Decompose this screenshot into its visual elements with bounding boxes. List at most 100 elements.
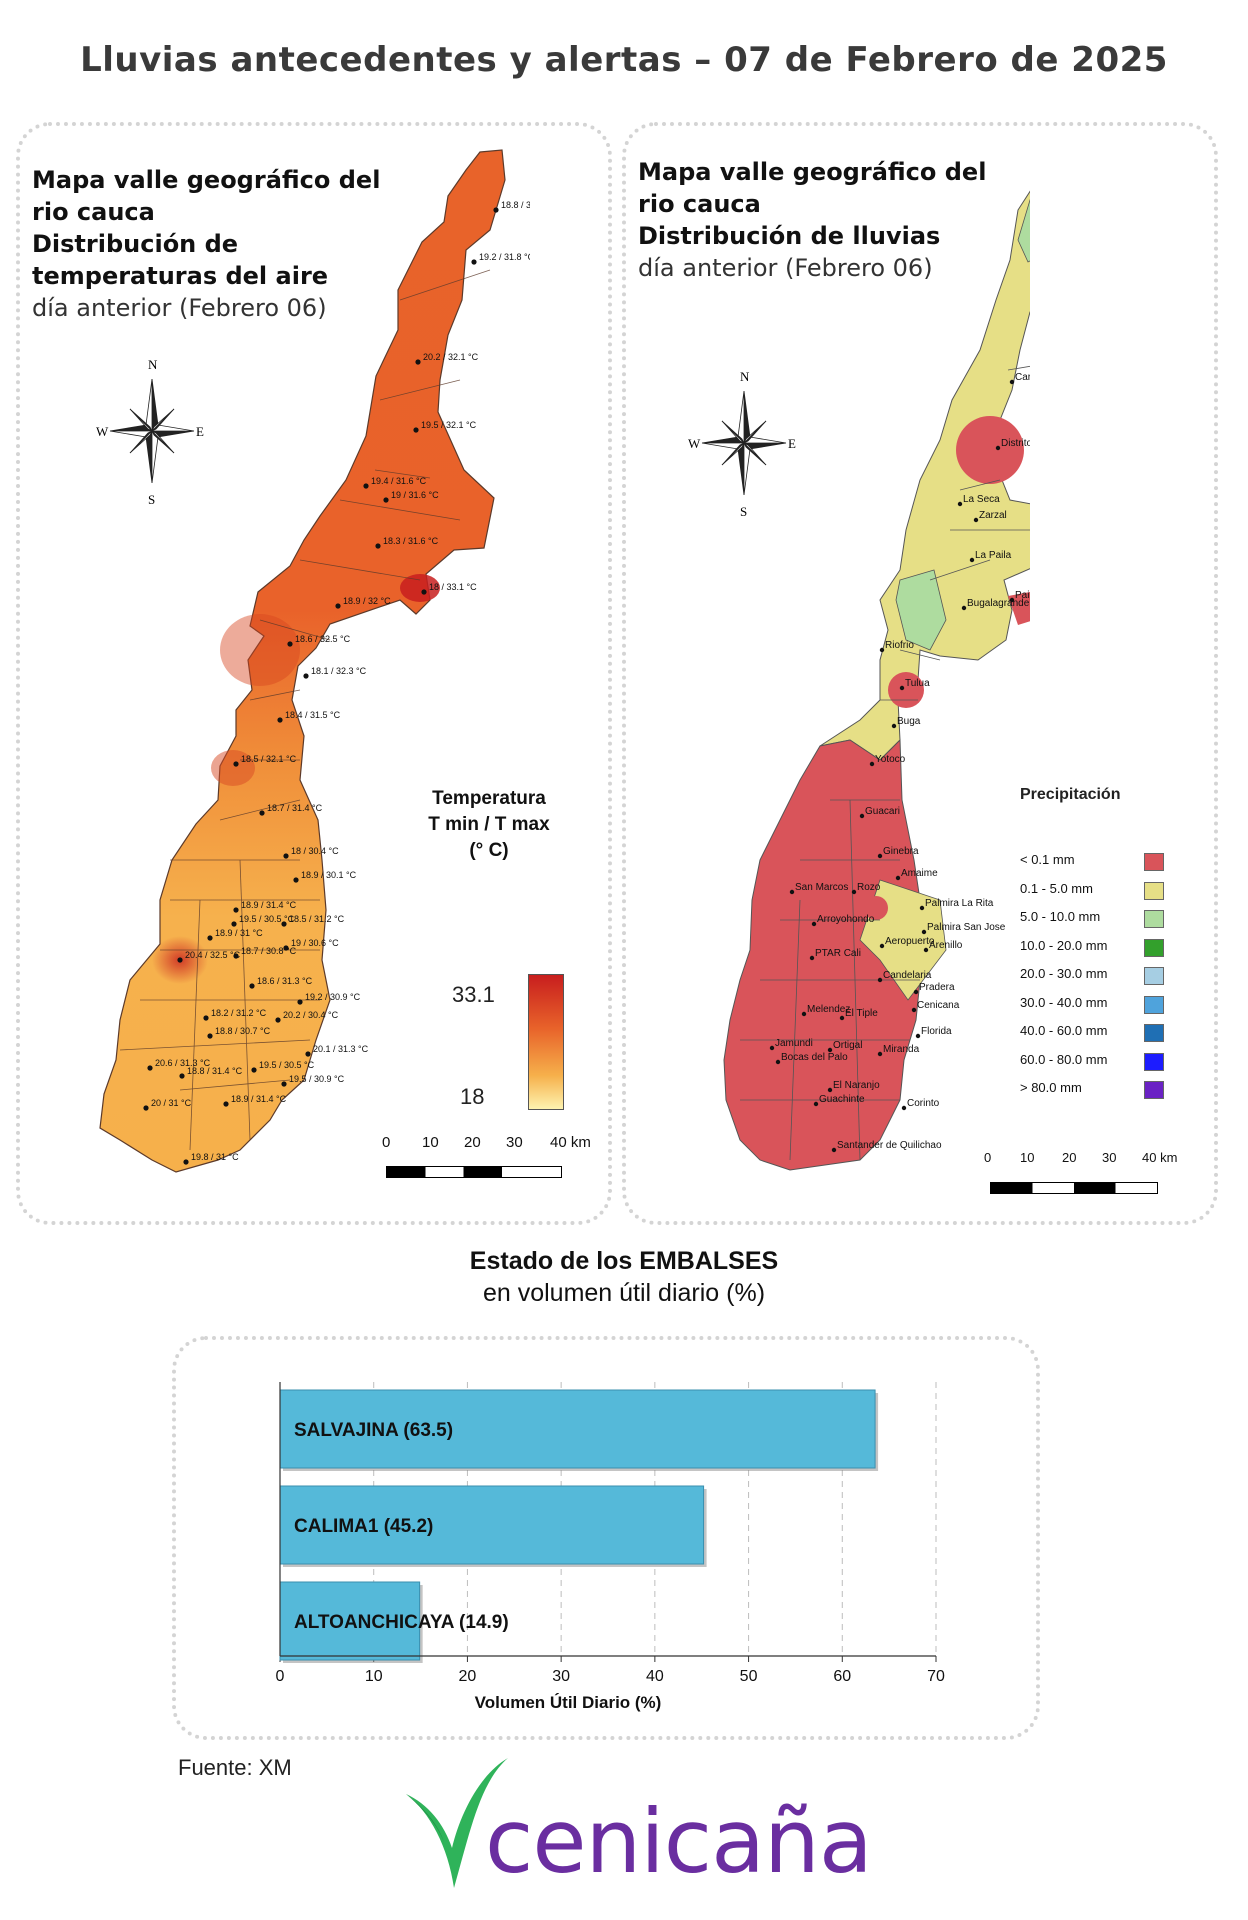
station-label: 19 / 31.6 °C <box>391 490 439 500</box>
x-tick-label: 20 <box>459 1668 477 1685</box>
place-point <box>923 947 929 953</box>
station-label: 19.2 / 30.9 °C <box>305 992 361 1002</box>
station-point <box>303 673 309 679</box>
station-label: 20.4 / 32.5 °C <box>185 950 241 960</box>
place-point <box>913 989 919 995</box>
precipitation-legend-swatch <box>1144 910 1164 928</box>
place-label: San Marcos <box>795 882 848 893</box>
station-label: 18.5 / 32.1 °C <box>241 754 297 764</box>
precipitation-legend-swatch <box>1144 967 1164 985</box>
svg-text:W: W <box>688 436 701 451</box>
place-point <box>869 761 875 767</box>
station-label: 18.7 / 31.4 °C <box>267 803 323 813</box>
bar <box>279 1581 421 1661</box>
source-note: Fuente: XM <box>178 1755 292 1780</box>
place-label: Pradera <box>919 982 955 993</box>
west-label: W <box>96 424 109 439</box>
svg-text:S: S <box>740 504 747 518</box>
precipitation-legend-item: 0.1 - 5.0 mm <box>1020 881 1170 903</box>
x-tick-label: 0 <box>276 1668 285 1685</box>
place-point <box>775 1059 781 1065</box>
precipitation-legend-swatch <box>1144 881 1164 900</box>
station-label: 18.9 / 32 °C <box>343 596 391 606</box>
precipitation-legend-item: 20.0 - 30.0 mm <box>1020 966 1170 988</box>
station-point <box>283 853 289 859</box>
precipitation-scale-labels: 0 10 20 30 40 km <box>984 1150 1178 1165</box>
station-point <box>147 1065 153 1071</box>
reservoirs-title: Estado de los EMBALSES en volumen útil d… <box>469 1247 779 1307</box>
station-point <box>251 1067 257 1073</box>
station-point <box>421 589 427 595</box>
station-point <box>207 1033 213 1039</box>
station-label: 18.9 / 31.4 °C <box>241 900 297 910</box>
place-label: Rozo <box>857 882 881 893</box>
precipitation-legend-label: 60.0 - 80.0 mm <box>1020 1051 1108 1067</box>
station-point <box>297 999 303 1005</box>
svg-text:N: N <box>740 369 750 384</box>
place-label: Palmira San Jose <box>927 922 1006 933</box>
valley-shape-temperature <box>99 149 506 1173</box>
place-point <box>1009 597 1015 603</box>
station-label: 20.6 / 31.3 °C <box>155 1058 211 1068</box>
place-point <box>891 723 897 729</box>
precipitation-legend-label: 0.1 - 5.0 mm <box>1020 880 1093 896</box>
place-label: Zarzal <box>979 510 1007 521</box>
station-point <box>277 717 283 723</box>
temperature-panel-title: Mapa valle geográfico del rio cauca Dist… <box>32 166 381 322</box>
place-label: Melendez <box>807 1004 850 1015</box>
temperature-station-points: 18.8 / 32 °C 19.2 / 31.8 °C 20.2 / 32.1 °C… <box>143 200 530 1165</box>
north-label: N <box>148 357 158 372</box>
station-point <box>183 1159 189 1165</box>
place-label: Ginebra <box>883 846 919 857</box>
station-label: 18 / 33.1 °C <box>429 582 477 592</box>
station-point <box>335 603 341 609</box>
station-point <box>233 761 239 767</box>
station-point <box>177 957 183 963</box>
place-point <box>827 1087 833 1093</box>
station-label: 19.5 / 30.5 °C <box>259 1060 315 1070</box>
place-label: Jamundi <box>775 1038 813 1049</box>
station-label: 20.1 / 31.3 °C <box>313 1044 369 1054</box>
station-point <box>363 483 369 489</box>
x-tick-label: 40 <box>646 1668 664 1685</box>
precipitation-legend-label: > 80.0 mm <box>1020 1080 1082 1095</box>
precipitation-legend-item: 40.0 - 60.0 mm <box>1020 1023 1170 1045</box>
x-tick-label: 10 <box>365 1668 383 1685</box>
place-label: Arenillo <box>929 940 963 951</box>
place-label: Palmira La Rita <box>925 898 994 909</box>
place-label: El Tiple <box>845 1008 878 1019</box>
station-label: 18.6 / 31.3 °C <box>257 976 313 986</box>
station-point <box>383 497 389 503</box>
place-label: Miranda <box>883 1044 920 1055</box>
place-point <box>877 977 883 983</box>
cenicana-logo-text: cenicaña <box>485 1790 873 1893</box>
precipitation-legend-label: 20.0 - 30.0 mm <box>1020 966 1108 981</box>
station-point <box>471 259 477 265</box>
reservoirs-panel <box>172 1336 1040 1740</box>
place-label: Yotoco <box>875 754 906 765</box>
station-point <box>415 359 421 365</box>
station-point <box>287 641 293 647</box>
precipitation-place-points: ViterboLa VirginiaCartagoDistrito RUTLa … <box>769 372 1030 1153</box>
precipitation-legend: Precipitación < 0.1 mm 0.1 - 5.0 mm 5.0 - … <box>1020 786 1190 1106</box>
place-point <box>915 1033 921 1039</box>
place-point <box>851 889 857 895</box>
place-label: Santander de Quilichao <box>837 1140 942 1151</box>
south-label: S <box>148 492 155 506</box>
place-label: Aeropuerto <box>885 936 935 947</box>
place-label: Distrito RUT <box>1001 438 1030 449</box>
rain-panel-title: Mapa valle geográfico del rio cauca Dist… <box>638 158 987 282</box>
x-axis-label: Volumen Útil Diario (%) <box>475 1693 662 1712</box>
precipitation-legend-item: 60.0 - 80.0 mm <box>1020 1052 1170 1074</box>
station-label: 18.8 / 32 °C <box>501 200 530 210</box>
station-point <box>231 921 237 927</box>
station-point <box>283 945 289 951</box>
station-point <box>203 1015 209 1021</box>
precipitation-legend-label: < 0.1 mm <box>1020 852 1075 867</box>
place-point <box>859 813 865 819</box>
temperature-scale-labels: 0 10 20 30 40 km <box>382 1134 591 1151</box>
station-label: 20.2 / 32.1 °C <box>423 352 479 362</box>
place-point <box>831 1147 837 1153</box>
station-label: 19 / 30.6 °C <box>291 938 339 948</box>
reservoirs-bar-chart: 0 10 20 30 40 50 60 70 SALVAJINA (63.5) CALIMA1 (… <box>276 1382 945 1712</box>
